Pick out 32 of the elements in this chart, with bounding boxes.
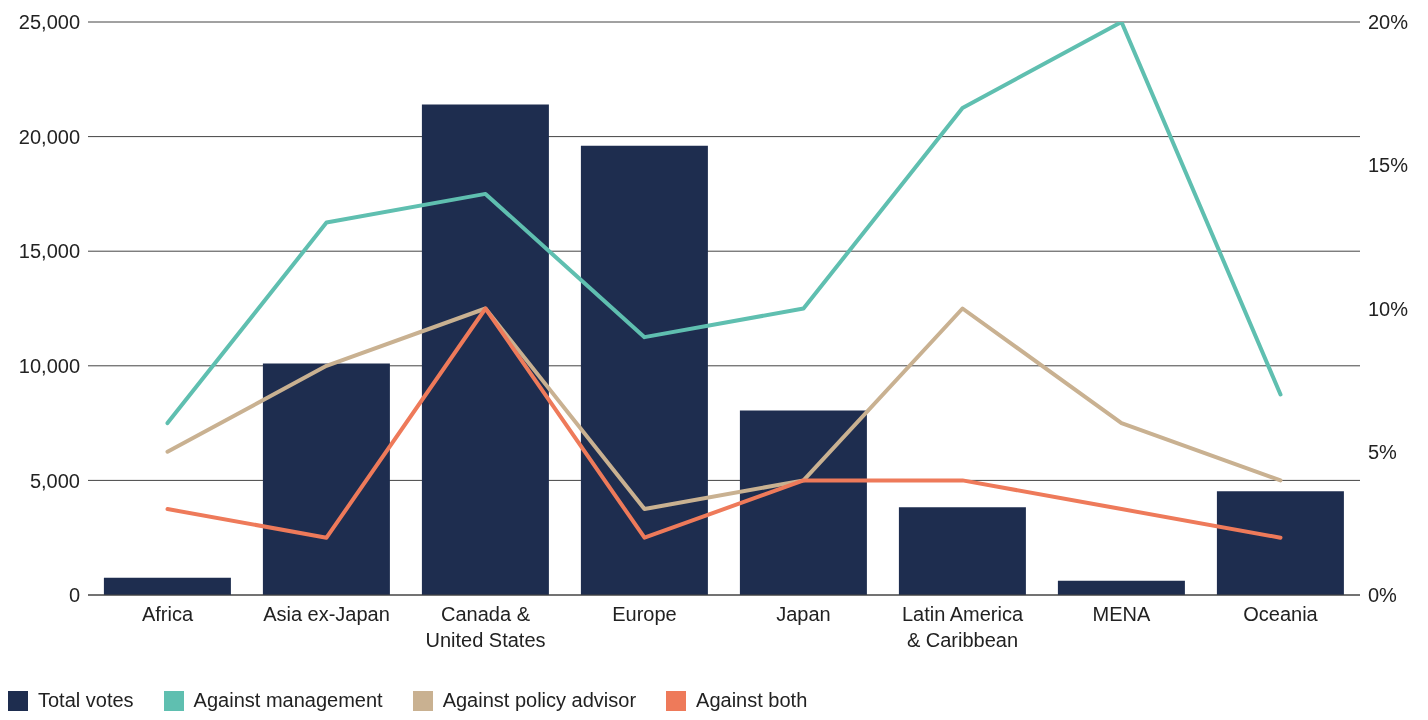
y2-tick-label: 0%: [1368, 584, 1398, 607]
y2-tick-label: 5%: [1368, 440, 1398, 463]
x-tick-label: MENA: [1092, 603, 1152, 625]
y2-tick-label: 10%: [1368, 297, 1409, 320]
bar: [1216, 491, 1344, 595]
line-series: [165, 22, 1283, 426]
x-tick-label: Africa: [141, 603, 194, 625]
y-tick-label: 20,000: [18, 125, 80, 148]
y-tick-label: 0: [68, 584, 80, 607]
y-tick-label: 5,000: [29, 469, 80, 492]
x-tick-label: Asia ex-Japan: [263, 603, 390, 625]
bar: [262, 363, 390, 595]
x-tick-label: Latin America & Caribbean: [901, 603, 1024, 651]
bar: [898, 507, 1026, 595]
legend-label: Against both: [696, 689, 808, 712]
bar: [1057, 580, 1185, 595]
x-tick-label: Europe: [612, 603, 677, 625]
legend-label: Total votes: [38, 689, 134, 712]
y-tick-label: 10,000: [18, 354, 80, 377]
bar: [739, 410, 867, 595]
x-tick-label: Canada & United States: [425, 603, 546, 651]
bar: [103, 577, 231, 595]
x-tick-label: Oceania: [1243, 603, 1319, 625]
y-tick-label: 15,000: [18, 240, 80, 263]
bar: [580, 145, 708, 595]
legend-label: Against management: [193, 689, 383, 712]
y2-tick-label: 20%: [1368, 11, 1409, 34]
bar: [421, 104, 549, 595]
y-tick-label: 25,000: [18, 11, 80, 34]
y2-tick-label: 15%: [1368, 154, 1409, 177]
x-tick-label: Japan: [776, 603, 831, 625]
legend-label: Against policy advisor: [442, 689, 637, 712]
